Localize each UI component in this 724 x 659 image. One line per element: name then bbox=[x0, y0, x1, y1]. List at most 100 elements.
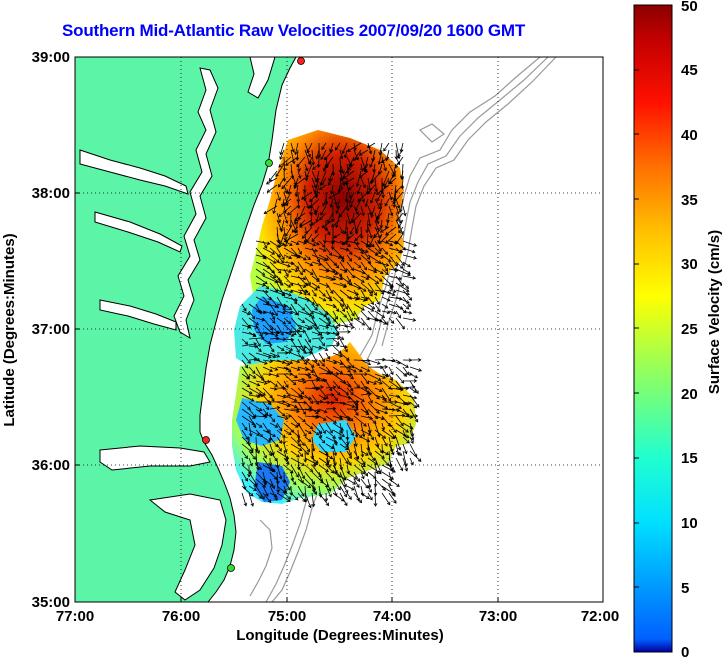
velocity-vector bbox=[360, 457, 366, 465]
velocity-vector bbox=[395, 436, 401, 451]
velocity-vector bbox=[360, 310, 370, 321]
velocity-vector bbox=[366, 219, 369, 233]
velocity-vector bbox=[248, 352, 260, 362]
velocity-vector bbox=[290, 149, 295, 164]
velocity-vector bbox=[360, 359, 371, 366]
velocity-vector bbox=[269, 492, 277, 497]
velocity-vector bbox=[379, 198, 383, 206]
velocity-vector bbox=[290, 457, 305, 466]
velocity-vector bbox=[396, 212, 404, 222]
velocity-arrowhead bbox=[254, 344, 259, 349]
velocity-vector bbox=[381, 268, 389, 275]
velocity-arrowhead bbox=[291, 160, 296, 165]
velocity-vector bbox=[304, 408, 321, 412]
velocity-arrowhead bbox=[324, 201, 329, 206]
velocity-arrowhead bbox=[360, 167, 364, 172]
velocity-vector bbox=[320, 205, 327, 216]
velocity-vector bbox=[402, 310, 412, 314]
velocity-vector bbox=[255, 296, 270, 305]
colorbar-tick-label: 30 bbox=[681, 256, 698, 273]
velocity-vector bbox=[388, 422, 397, 433]
velocity-vector bbox=[395, 184, 404, 193]
velocity-arrowhead bbox=[280, 259, 285, 264]
velocity-vector bbox=[325, 240, 335, 244]
velocity-arrowhead bbox=[275, 373, 280, 378]
grid-lines bbox=[75, 57, 603, 602]
velocity-vector bbox=[332, 324, 340, 335]
velocity-arrowhead bbox=[328, 252, 333, 256]
velocity-arrowhead bbox=[385, 157, 389, 162]
velocity-vector bbox=[409, 401, 417, 409]
velocity-arrowhead bbox=[279, 282, 284, 286]
chesapeake-bay bbox=[173, 67, 219, 340]
velocity-arrowhead bbox=[305, 174, 310, 179]
velocity-arrowhead bbox=[288, 306, 293, 311]
velocity-vector bbox=[311, 394, 320, 405]
velocity-vector bbox=[310, 198, 313, 215]
velocity-arrowhead bbox=[315, 401, 320, 405]
velocity-arrowhead bbox=[327, 219, 331, 224]
velocity-vector bbox=[331, 184, 334, 194]
velocity-arrowhead bbox=[335, 325, 339, 330]
velocity-vector bbox=[276, 492, 291, 502]
velocity-arrowhead bbox=[400, 387, 404, 392]
velocity-arrowhead bbox=[275, 480, 280, 485]
velocity-vector bbox=[367, 212, 371, 227]
velocity-vector bbox=[269, 485, 278, 501]
velocity-vector bbox=[294, 219, 299, 234]
velocity-arrowhead bbox=[372, 420, 377, 424]
velocity-vector bbox=[378, 233, 390, 244]
velocity-arrowhead bbox=[277, 219, 281, 224]
velocity-arrowhead bbox=[362, 184, 366, 189]
velocity-vector bbox=[241, 343, 257, 347]
lon-tick-label: 73:00 bbox=[479, 608, 517, 625]
velocity-vector bbox=[381, 394, 387, 402]
velocity-arrowhead bbox=[287, 211, 291, 216]
velocity-vector bbox=[318, 408, 328, 413]
velocity-arrowhead bbox=[389, 242, 394, 247]
velocity-vector bbox=[311, 436, 315, 452]
velocity-arrowhead bbox=[375, 280, 380, 284]
velocity-arrowhead bbox=[278, 279, 282, 284]
velocity-arrowhead bbox=[306, 205, 310, 210]
velocity-arrowhead bbox=[384, 365, 389, 369]
velocity-vector bbox=[318, 422, 326, 434]
velocity-vector bbox=[346, 254, 352, 262]
velocity-vector bbox=[360, 408, 370, 415]
velocity-vector bbox=[402, 401, 411, 405]
velocity-arrowhead bbox=[398, 276, 403, 281]
velocity-vector bbox=[241, 401, 251, 410]
velocity-vector bbox=[283, 401, 298, 408]
velocity-vector bbox=[275, 163, 285, 177]
velocity-vector bbox=[367, 380, 377, 385]
velocity-vector bbox=[381, 422, 385, 431]
velocity-vector bbox=[332, 394, 338, 401]
velocity-arrowhead bbox=[318, 474, 322, 478]
velocity-arrowhead bbox=[294, 151, 298, 156]
velocity-vector bbox=[241, 324, 251, 328]
velocity-vector bbox=[381, 366, 388, 377]
velocity-vector bbox=[395, 394, 409, 406]
velocity-vector bbox=[318, 275, 334, 281]
velocity-vector bbox=[269, 352, 280, 358]
velocity-vector bbox=[276, 380, 285, 389]
velocity-arrowhead bbox=[266, 241, 271, 246]
velocity-arrowhead bbox=[282, 310, 286, 315]
velocity-vector bbox=[385, 233, 397, 244]
velocity-arrowhead bbox=[274, 497, 278, 501]
velocity-arrowhead bbox=[278, 213, 283, 218]
velocity-arrowhead bbox=[370, 301, 374, 306]
velocity-vector bbox=[241, 352, 251, 364]
velocity-arrowhead bbox=[334, 316, 338, 320]
velocity-arrowhead bbox=[321, 358, 326, 363]
velocity-arrowhead bbox=[252, 414, 257, 418]
velocity-arrowhead bbox=[413, 243, 418, 247]
velocity-arrowhead bbox=[376, 410, 380, 414]
velocity-vector bbox=[269, 429, 271, 441]
y-axis-label: Latitude (Degrees:Minutes) bbox=[1, 233, 18, 426]
velocity-vector bbox=[380, 219, 383, 228]
velocity-vector bbox=[318, 471, 323, 482]
velocity-vector bbox=[395, 247, 402, 254]
velocity-arrowhead bbox=[292, 381, 297, 386]
velocity-vector bbox=[409, 387, 417, 393]
